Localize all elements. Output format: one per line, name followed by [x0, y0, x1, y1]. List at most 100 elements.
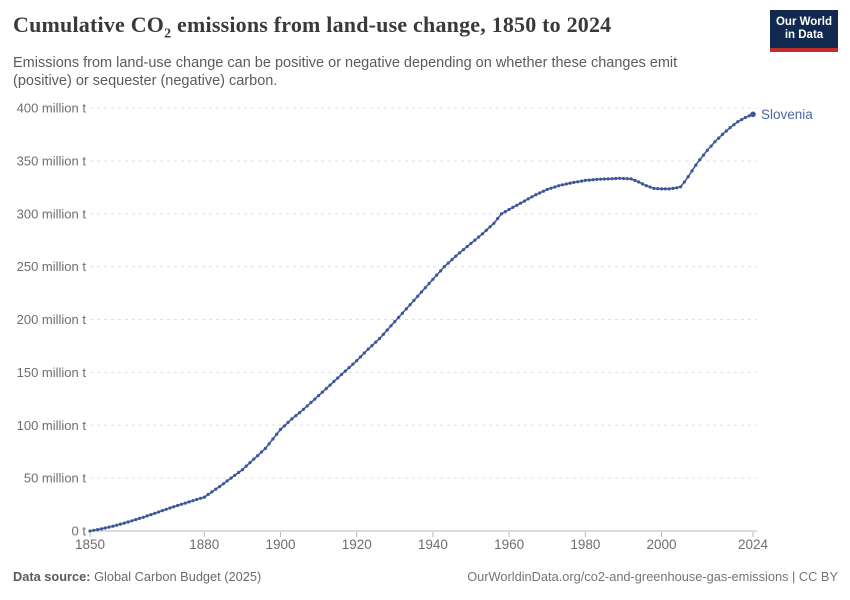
data-point: [713, 140, 717, 144]
data-point: [317, 394, 321, 398]
data-point: [732, 123, 736, 127]
data-point: [591, 178, 595, 182]
data-point: [583, 178, 587, 182]
data-point: [728, 126, 732, 130]
data-point: [183, 501, 187, 505]
data-point: [587, 178, 591, 182]
y-axis-tick-label: 0 t: [72, 524, 87, 539]
data-point: [667, 187, 671, 191]
data-point: [111, 524, 115, 528]
data-point: [629, 177, 633, 181]
data-point: [286, 420, 290, 424]
data-point: [332, 379, 336, 384]
data-point: [686, 175, 690, 179]
x-axis-tick-label: 1900: [265, 537, 295, 552]
data-point: [442, 265, 446, 269]
data-point: [679, 185, 683, 189]
data-point: [118, 522, 123, 526]
data-point: [694, 163, 698, 167]
data-point: [709, 144, 713, 148]
data-point: [541, 189, 546, 193]
data-point: [663, 187, 668, 191]
data-point: [221, 482, 225, 486]
data-point: [530, 195, 534, 199]
page-title: Cumulative CO2 emissions from land-use c…: [13, 12, 713, 42]
credit-link[interactable]: OurWorldinData.org/co2-and-greenhouse-ga…: [467, 569, 838, 584]
data-point: [660, 187, 664, 191]
data-point: [130, 519, 134, 523]
data-point: [717, 136, 721, 140]
data-point: [278, 427, 283, 432]
data-point: [362, 351, 366, 355]
data-line-slovenia[interactable]: [89, 113, 754, 532]
data-point: [469, 241, 473, 245]
data-point: [431, 277, 435, 281]
data-point: [427, 281, 431, 286]
data-point: [690, 169, 694, 173]
data-point: [126, 520, 130, 524]
data-point: [572, 180, 576, 184]
x-axis-tick-label: 1940: [418, 537, 448, 552]
data-source-value: Global Carbon Budget (2025): [94, 569, 262, 584]
data-point: [595, 177, 599, 181]
data-point: [492, 221, 496, 225]
data-point: [92, 528, 96, 532]
x-axis-tick-label: 1850: [75, 537, 105, 552]
data-point: [366, 347, 370, 351]
data-point: [191, 499, 195, 503]
data-point: [450, 258, 454, 262]
data-point: [202, 495, 206, 499]
data-point: [599, 177, 603, 181]
data-point: [412, 298, 416, 303]
data-point: [682, 180, 687, 184]
y-axis-tick-label: 100 million t: [17, 418, 87, 433]
data-point: [96, 528, 100, 532]
data-point: [176, 503, 180, 508]
data-point: [393, 320, 397, 324]
data-point: [256, 454, 260, 458]
data-point: [439, 269, 443, 273]
data-point: [214, 487, 218, 491]
entity-label-slovenia[interactable]: Slovenia: [761, 107, 813, 122]
data-point: [568, 181, 572, 185]
y-axis-tick-label: 200 million t: [17, 312, 87, 327]
data-point: [488, 225, 492, 229]
data-point: [324, 387, 328, 391]
data-point: [187, 500, 191, 504]
data-point: [290, 417, 294, 421]
data-point: [458, 251, 462, 255]
data-point: [351, 362, 355, 366]
chart-footer: Data source: Global Carbon Budget (2025)…: [0, 565, 850, 589]
data-point: [747, 114, 751, 118]
data-point: [507, 207, 511, 212]
data-point: [164, 507, 168, 511]
data-point: [206, 492, 210, 497]
data-point: [294, 414, 298, 418]
data-point: [423, 286, 427, 290]
data-point: [499, 212, 504, 216]
data-point: [473, 238, 477, 242]
data-point: [313, 397, 317, 401]
data-point: [271, 437, 275, 441]
data-point: [553, 185, 557, 189]
x-axis-tick-label: 1960: [494, 537, 524, 552]
owid-logo[interactable]: Our World in Data: [770, 10, 838, 52]
data-point: [229, 476, 233, 480]
data-point: [137, 516, 142, 521]
data-point: [141, 515, 145, 519]
data-point: [545, 187, 549, 191]
data-point: [656, 187, 660, 191]
data-point: [263, 446, 267, 451]
data-point: [602, 177, 607, 181]
chart-subtitle: Emissions from land-use change can be po…: [13, 55, 678, 89]
data-point: [244, 464, 248, 468]
data-point: [496, 216, 500, 221]
y-axis-tick-label: 250 million t: [17, 259, 87, 274]
data-point: [225, 479, 229, 483]
data-point: [99, 527, 103, 531]
data-point: [358, 355, 363, 359]
data-point: [534, 193, 538, 197]
data-point: [419, 290, 424, 294]
data-point: [637, 180, 641, 184]
